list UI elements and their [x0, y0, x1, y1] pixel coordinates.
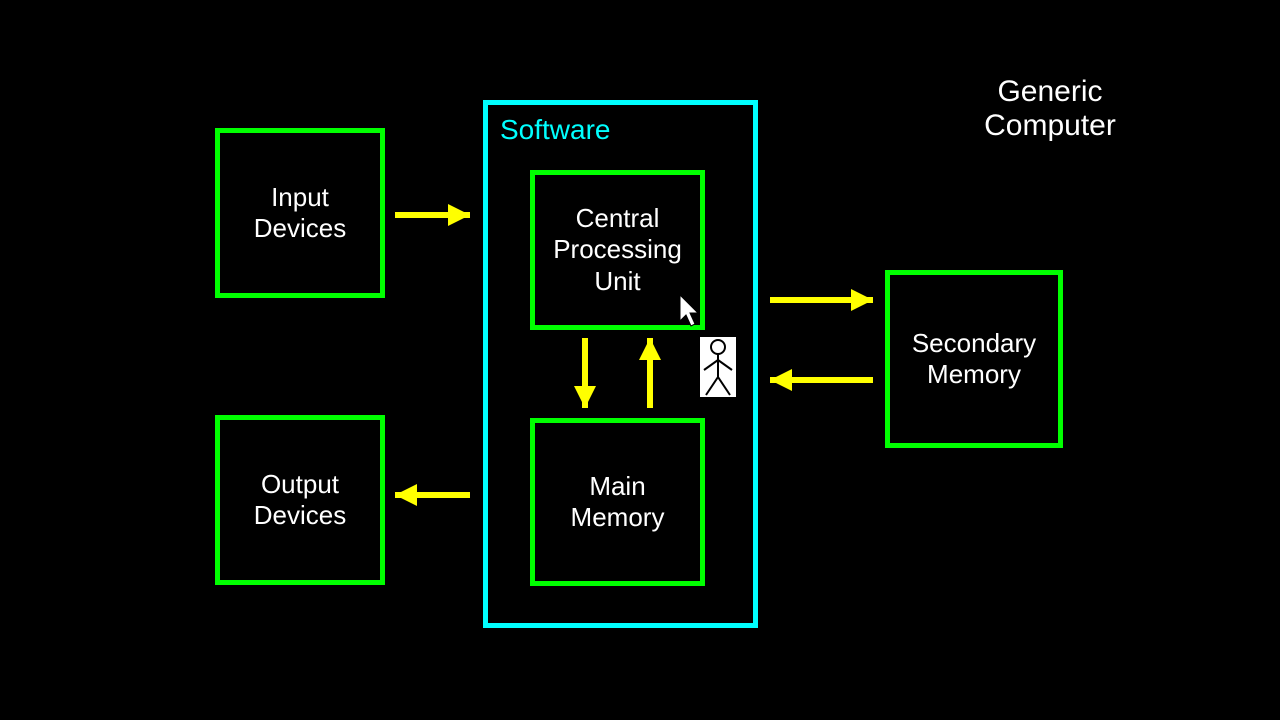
node-cpu: Central Processing Unit — [530, 170, 705, 330]
software-label: Software — [500, 114, 611, 146]
node-output-devices: Output Devices — [215, 415, 385, 585]
node-cpu-label: Central Processing Unit — [553, 203, 682, 297]
node-input-label: Input Devices — [254, 182, 346, 244]
stickman-icon — [700, 337, 736, 397]
node-input-devices: Input Devices — [215, 128, 385, 298]
node-secmem-label: Secondary Memory — [912, 328, 1036, 390]
diagram-canvas: Generic Computer Software Input Devices … — [0, 0, 1280, 720]
node-secondary-memory: Secondary Memory — [885, 270, 1063, 448]
node-main-memory: Main Memory — [530, 418, 705, 586]
software-label-text: Software — [500, 114, 611, 145]
diagram-title: Generic Computer — [930, 75, 1170, 143]
node-output-label: Output Devices — [254, 469, 346, 531]
node-main-label: Main Memory — [571, 471, 665, 533]
diagram-title-text: Generic Computer — [984, 75, 1116, 142]
